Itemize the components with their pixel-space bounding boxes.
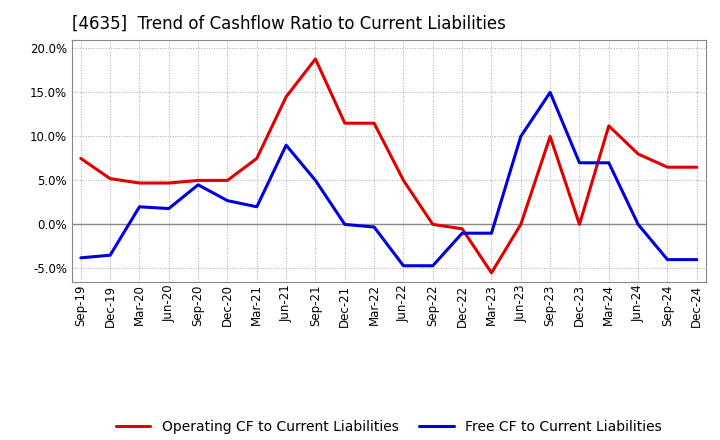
Free CF to Current Liabilities bbox=[341, 222, 349, 227]
Legend: Operating CF to Current Liabilities, Free CF to Current Liabilities: Operating CF to Current Liabilities, Fre… bbox=[110, 414, 667, 440]
Free CF to Current Liabilities bbox=[693, 257, 701, 262]
Line: Free CF to Current Liabilities: Free CF to Current Liabilities bbox=[81, 92, 697, 266]
Operating CF to Current Liabilities bbox=[370, 121, 379, 126]
Free CF to Current Liabilities bbox=[575, 160, 584, 165]
Operating CF to Current Liabilities bbox=[253, 156, 261, 161]
Operating CF to Current Liabilities bbox=[164, 180, 173, 186]
Operating CF to Current Liabilities bbox=[693, 165, 701, 170]
Free CF to Current Liabilities bbox=[546, 90, 554, 95]
Free CF to Current Liabilities bbox=[516, 134, 525, 139]
Operating CF to Current Liabilities bbox=[282, 94, 290, 99]
Operating CF to Current Liabilities bbox=[106, 176, 114, 181]
Text: [4635]  Trend of Cashflow Ratio to Current Liabilities: [4635] Trend of Cashflow Ratio to Curren… bbox=[72, 15, 506, 33]
Free CF to Current Liabilities bbox=[76, 255, 85, 260]
Operating CF to Current Liabilities bbox=[575, 222, 584, 227]
Operating CF to Current Liabilities bbox=[341, 121, 349, 126]
Operating CF to Current Liabilities bbox=[487, 270, 496, 275]
Free CF to Current Liabilities bbox=[253, 204, 261, 209]
Operating CF to Current Liabilities bbox=[194, 178, 202, 183]
Free CF to Current Liabilities bbox=[135, 204, 144, 209]
Free CF to Current Liabilities bbox=[487, 231, 496, 236]
Free CF to Current Liabilities bbox=[194, 182, 202, 187]
Operating CF to Current Liabilities bbox=[634, 151, 642, 157]
Free CF to Current Liabilities bbox=[370, 224, 379, 230]
Line: Operating CF to Current Liabilities: Operating CF to Current Liabilities bbox=[81, 59, 697, 273]
Free CF to Current Liabilities bbox=[458, 231, 467, 236]
Free CF to Current Liabilities bbox=[605, 160, 613, 165]
Operating CF to Current Liabilities bbox=[605, 123, 613, 128]
Operating CF to Current Liabilities bbox=[223, 178, 232, 183]
Free CF to Current Liabilities bbox=[663, 257, 672, 262]
Operating CF to Current Liabilities bbox=[311, 56, 320, 62]
Operating CF to Current Liabilities bbox=[516, 222, 525, 227]
Free CF to Current Liabilities bbox=[164, 206, 173, 211]
Operating CF to Current Liabilities bbox=[546, 134, 554, 139]
Free CF to Current Liabilities bbox=[223, 198, 232, 203]
Operating CF to Current Liabilities bbox=[663, 165, 672, 170]
Operating CF to Current Liabilities bbox=[458, 226, 467, 231]
Free CF to Current Liabilities bbox=[399, 263, 408, 268]
Free CF to Current Liabilities bbox=[311, 178, 320, 183]
Operating CF to Current Liabilities bbox=[428, 222, 437, 227]
Free CF to Current Liabilities bbox=[282, 143, 290, 148]
Operating CF to Current Liabilities bbox=[135, 180, 144, 186]
Free CF to Current Liabilities bbox=[106, 253, 114, 258]
Operating CF to Current Liabilities bbox=[76, 156, 85, 161]
Free CF to Current Liabilities bbox=[634, 222, 642, 227]
Operating CF to Current Liabilities bbox=[399, 178, 408, 183]
Free CF to Current Liabilities bbox=[428, 263, 437, 268]
